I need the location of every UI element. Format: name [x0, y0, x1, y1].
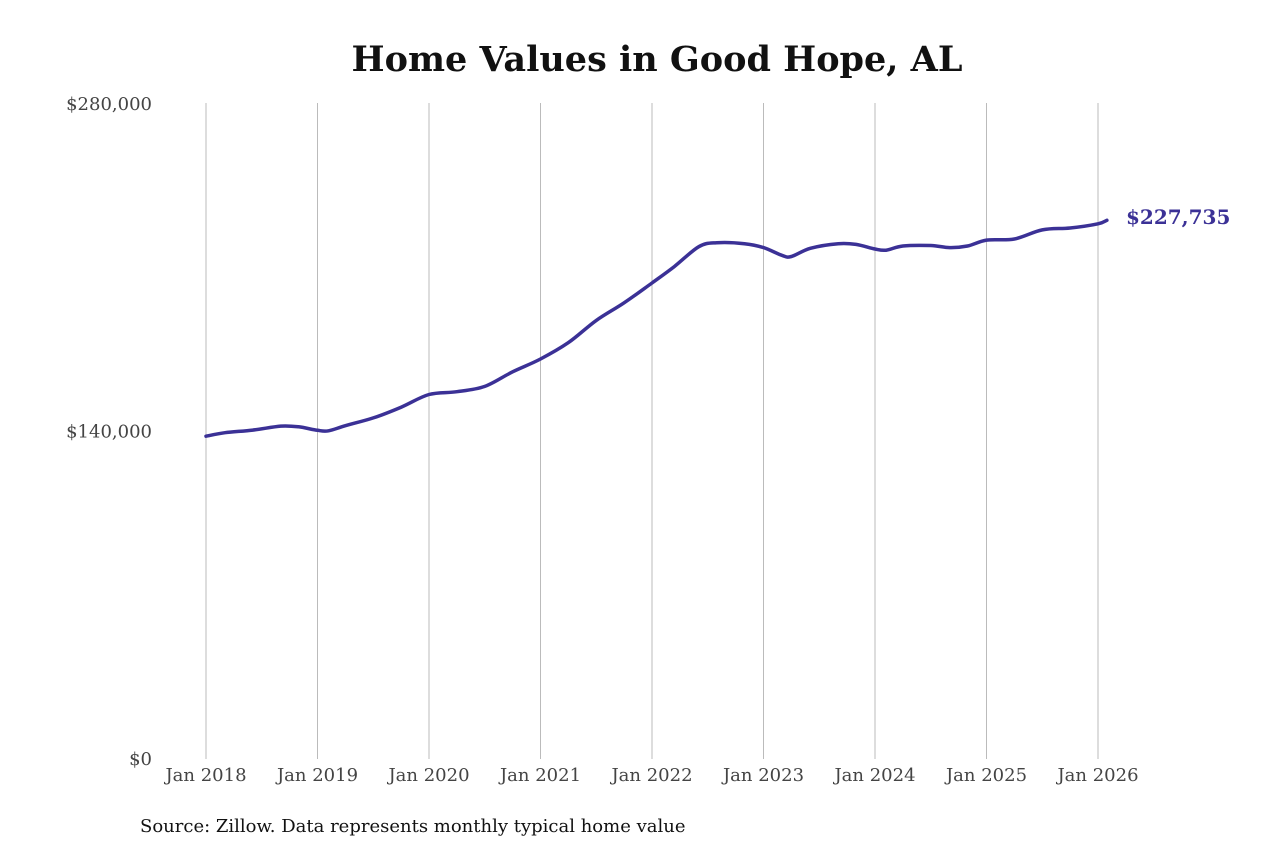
x-tick-label: Jan 2026: [1055, 765, 1138, 786]
x-tick-label: Jan 2025: [944, 765, 1027, 786]
y-tick-label: $280,000: [66, 94, 152, 115]
gridlines: [205, 103, 1099, 759]
x-tick-label: Jan 2021: [498, 765, 581, 786]
y-axis: $0 $140,000 $280,000: [66, 94, 152, 770]
series-layer: [204, 218, 1109, 438]
y-tick-label: $140,000: [66, 422, 152, 443]
chart-title: Home Values in Good Hope, AL: [352, 39, 963, 80]
x-tick-label: Jan 2024: [832, 765, 915, 786]
source-note: Source: Zillow. Data represents monthly …: [140, 816, 686, 837]
x-tick-label: Jan 2018: [163, 765, 246, 786]
x-tick-label: Jan 2023: [721, 765, 804, 786]
x-axis: Jan 2018 Jan 2019 Jan 2020 Jan 2021 Jan 2022…: [163, 765, 1138, 786]
x-tick-label: Jan 2020: [386, 765, 469, 786]
home-value-line: [204, 218, 1109, 438]
x-tick-label: Jan 2019: [275, 765, 358, 786]
end-value-label: $227,735: [1126, 205, 1230, 229]
x-tick-label: Jan 2022: [609, 765, 692, 786]
y-tick-label: $0: [129, 749, 152, 770]
